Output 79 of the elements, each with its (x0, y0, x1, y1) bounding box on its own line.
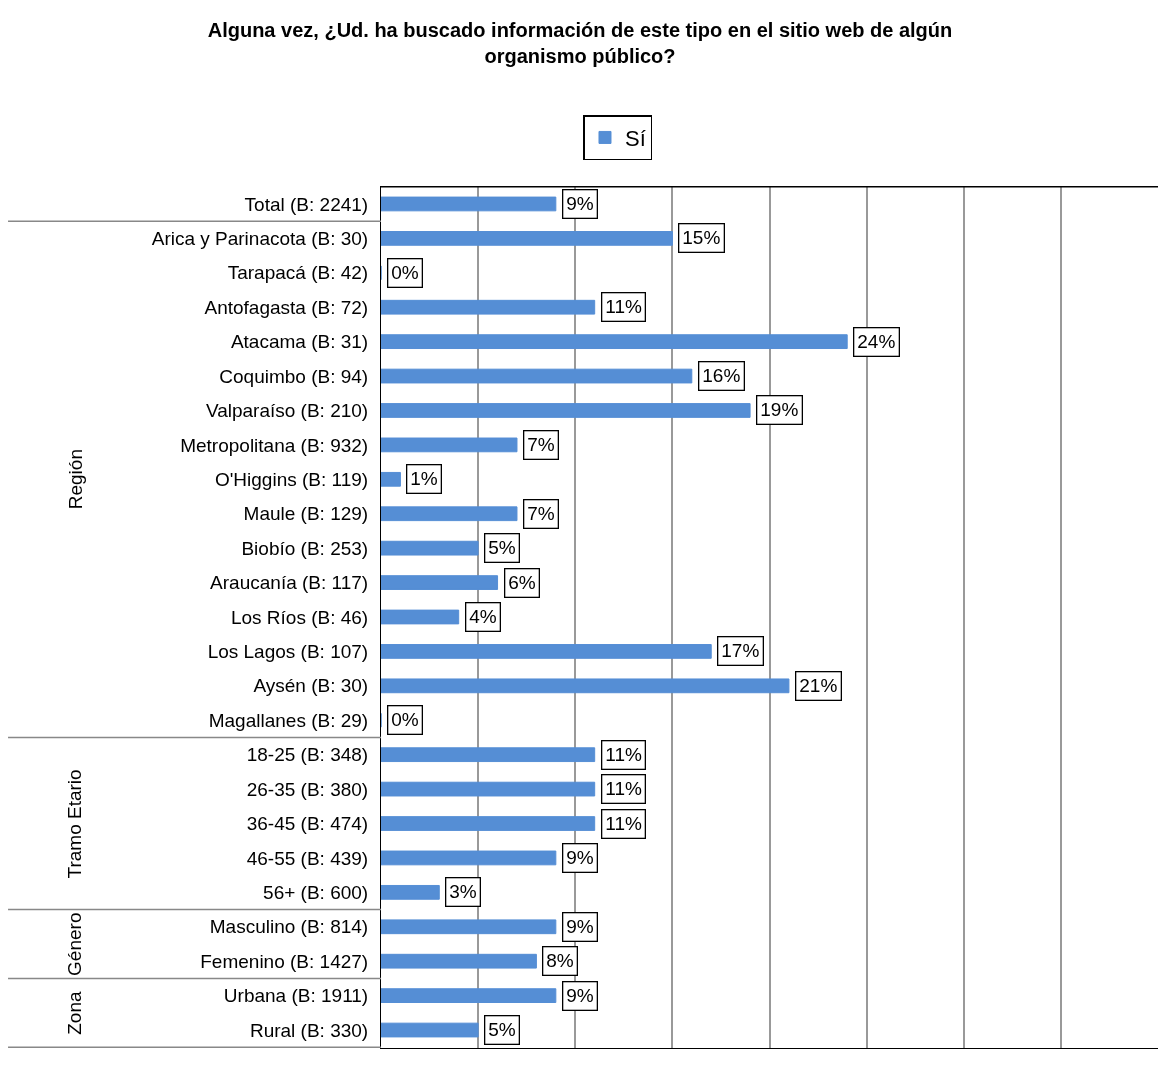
bar (381, 747, 596, 763)
y-tick-label: Aysén (B: 30) (253, 675, 369, 697)
y-tick-label: Tarapacá (B: 42) (227, 262, 369, 284)
text: Región (64, 449, 86, 510)
y-tick-label: 56+ (B: 600) (263, 882, 369, 904)
data-label: 0% (391, 709, 419, 731)
y-tick-label: 18-25 (B: 348) (246, 744, 369, 766)
bar (381, 540, 479, 556)
bar (381, 816, 596, 831)
legend-label: Sí (624, 126, 646, 152)
bar (381, 988, 557, 1003)
text: Tramo Etario (64, 769, 86, 879)
data-label: 9% (566, 847, 594, 869)
data-label: 1% (410, 468, 438, 490)
data-label: 0% (391, 262, 419, 284)
y-tick-label: 26-35 (B: 380) (246, 778, 369, 800)
data-label: 11% (605, 744, 643, 766)
y-tick-label: Valparaíso (B: 210) (205, 400, 369, 422)
bar (381, 919, 557, 935)
data-label: 15% (682, 227, 721, 249)
bar (381, 575, 499, 590)
y-tick-label: O'Higgins (B: 119) (214, 468, 369, 490)
data-label: 21% (799, 675, 838, 697)
y-tick-label: Antofagasta (B: 72) (204, 296, 369, 318)
y-tick-label: 46-55 (B: 439) (246, 847, 369, 869)
data-label: 9% (566, 985, 594, 1007)
y-tick-label: Rural (B: 330) (249, 1019, 369, 1041)
y-tick-label: Araucanía (B: 117) (210, 572, 369, 594)
data-label: 7% (527, 503, 555, 525)
data-label: 24% (857, 331, 896, 353)
y-tick-label: Maule (B: 129) (243, 503, 369, 525)
data-label: 11% (605, 296, 643, 318)
y-tick-label: Metropolitana (B: 932) (180, 434, 369, 456)
y-tick-label: Masculino (B: 814) (209, 916, 369, 938)
bar (381, 781, 596, 797)
y-tick-label: Atacama (B: 31) (230, 331, 369, 353)
bar (381, 471, 401, 487)
bar (381, 1022, 479, 1038)
chart-title: Alguna vez, ¿Ud. ha buscado información de este tipo en el sitio web de algún organismo público? (207, 19, 953, 68)
data-label: 19% (760, 399, 799, 421)
text: Género (63, 912, 85, 976)
bar (381, 678, 790, 694)
text: Zona (64, 991, 86, 1035)
bar (381, 437, 518, 453)
data-label: 3% (449, 881, 477, 903)
bar (381, 850, 557, 866)
bar (381, 609, 460, 625)
bar (381, 506, 518, 522)
bar (381, 196, 557, 212)
bar (381, 334, 848, 350)
bar (381, 231, 673, 246)
data-label: 5% (488, 537, 516, 559)
data-label: 8% (546, 950, 574, 972)
y-tick-label: Coquimbo (B: 94) (219, 365, 369, 387)
bar (381, 368, 693, 384)
y-tick-label: 36-45 (B: 474) (246, 813, 369, 835)
data-label: 17% (721, 640, 760, 662)
data-label: 9% (566, 193, 594, 215)
data-label: 11% (605, 778, 643, 800)
y-tick-label: Los Lagos (B: 107) (207, 641, 369, 663)
data-label: 7% (527, 434, 555, 456)
y-tick-label: Urbana (B: 1911) (223, 985, 369, 1007)
y-tick-label: Arica y Parinacota (B: 30) (151, 228, 369, 250)
bar (381, 299, 596, 315)
bar (381, 953, 537, 969)
y-tick-label: Femenino (B: 1427) (200, 950, 369, 972)
bar (381, 403, 751, 418)
y-tick-label: Biobío (B: 253) (241, 537, 369, 559)
data-label: 5% (488, 1019, 516, 1041)
bar (381, 644, 712, 659)
data-label: 4% (469, 606, 497, 628)
data-label: 16% (702, 365, 741, 387)
y-tick-label: Magallanes (B: 29) (208, 709, 369, 731)
bar (381, 884, 440, 900)
y-tick-label: Los Ríos (B: 46) (230, 606, 369, 628)
data-label: 6% (508, 572, 536, 594)
data-label: 11% (605, 813, 643, 835)
data-label: 9% (566, 916, 594, 938)
y-tick-label: Total (B: 2241) (244, 193, 369, 215)
